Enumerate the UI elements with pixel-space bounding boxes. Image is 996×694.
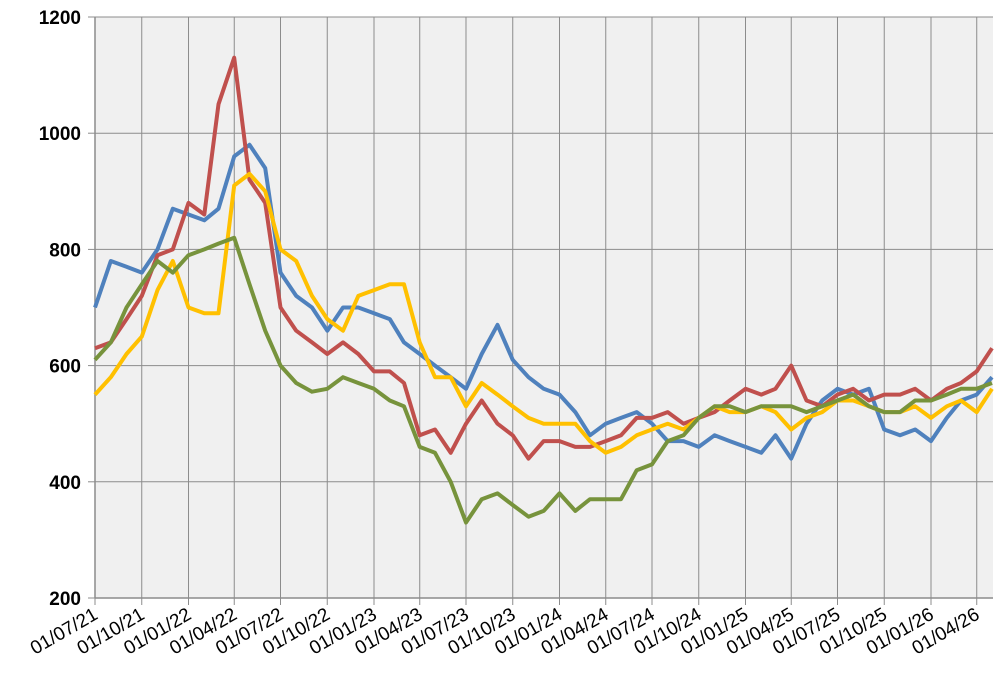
series-line xyxy=(93,235,993,525)
y-tick-label: 1000 xyxy=(39,124,81,145)
y-tick-label: 1200 xyxy=(39,8,81,29)
y-tick-label: 600 xyxy=(49,357,81,378)
series-line xyxy=(94,55,994,461)
y-tick-label: 800 xyxy=(49,240,81,261)
y-tick-label: 200 xyxy=(49,589,81,610)
y-tick-label: 400 xyxy=(49,473,81,494)
plot-area xyxy=(95,17,993,598)
